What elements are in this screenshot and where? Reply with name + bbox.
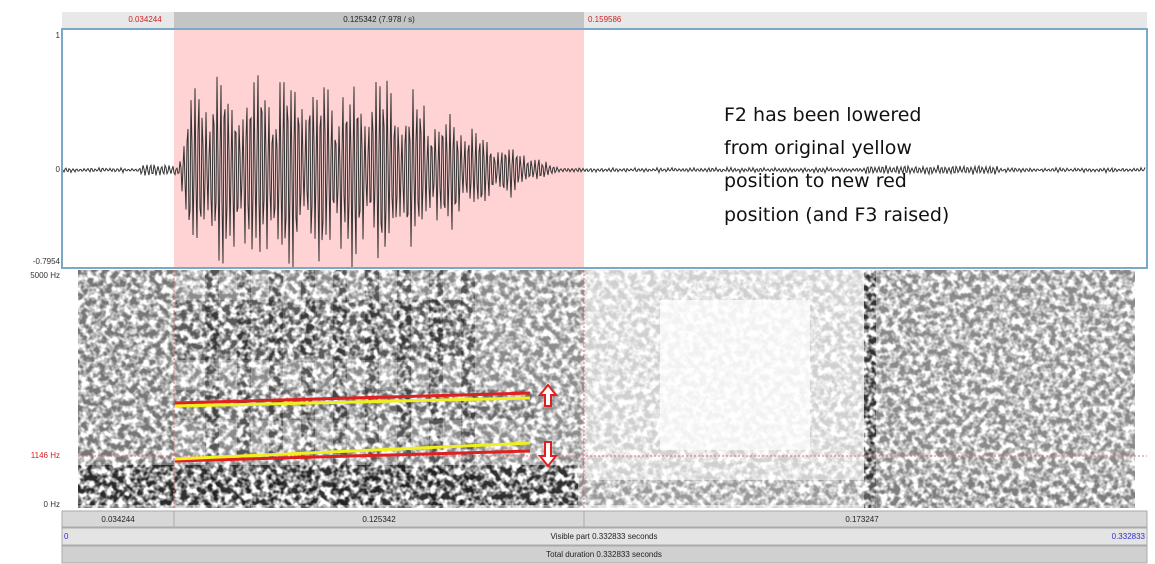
selection-start: 0.034244 xyxy=(128,15,162,24)
spectrogram-noise xyxy=(78,270,1135,508)
total-label: Total duration 0.332833 seconds xyxy=(546,550,662,559)
arrow-up xyxy=(537,383,559,407)
top-time-bar[interactable]: 0.034244 0.125342 (7.978 / s) 0.159586 xyxy=(62,12,1147,29)
freq-cursor: 1146 Hz xyxy=(31,451,60,460)
f3-new xyxy=(174,391,531,405)
annotation-line: F2 has been lowered xyxy=(724,104,921,126)
bar-segment xyxy=(583,510,1148,528)
total-bar[interactable]: Total duration 0.332833 seconds xyxy=(61,545,1148,564)
annotation: F2 has been lowered from original yellow… xyxy=(724,104,949,226)
bar-bg xyxy=(61,545,1148,564)
annotation-line: from original yellow xyxy=(724,137,912,159)
visible-bar[interactable]: 0 Visible part 0.332833 seconds 0.332833 xyxy=(61,527,1148,546)
freq-max: 5000 Hz xyxy=(30,271,60,280)
annotation-line: position (and F3 raised) xyxy=(724,204,949,226)
wave-max: 1 xyxy=(56,31,61,40)
waveform-frame xyxy=(61,28,1148,269)
selection-duration: 0.125342 (7.978 / s) xyxy=(343,15,415,24)
wave-zero: 0 xyxy=(56,165,61,174)
selection-length: 0.125342 xyxy=(362,515,396,524)
f3-original xyxy=(174,396,531,408)
f2-new xyxy=(174,449,531,463)
top-bar-selection xyxy=(174,12,584,29)
annotation-line: position to new red xyxy=(724,170,907,192)
bottom-time-bar[interactable]: 0.034244 0.125342 0.173247 xyxy=(61,510,1148,528)
freq-min: 0 Hz xyxy=(44,500,60,509)
spectrogram xyxy=(78,270,1147,508)
bar-bg xyxy=(61,527,1148,546)
after-selection: 0.173247 xyxy=(845,515,879,524)
f2-original xyxy=(174,441,531,461)
arrow-down xyxy=(537,441,559,468)
window-start: 0.034244 xyxy=(101,515,135,524)
wave-min: -0.7954 xyxy=(33,257,61,266)
visible-start: 0 xyxy=(64,532,69,541)
visible-label: Visible part 0.332833 seconds xyxy=(550,532,657,541)
selection-end: 0.159586 xyxy=(588,15,622,24)
waveform xyxy=(61,75,1146,268)
formant-lines xyxy=(174,383,559,468)
visible-end: 0.332833 xyxy=(1112,532,1146,541)
